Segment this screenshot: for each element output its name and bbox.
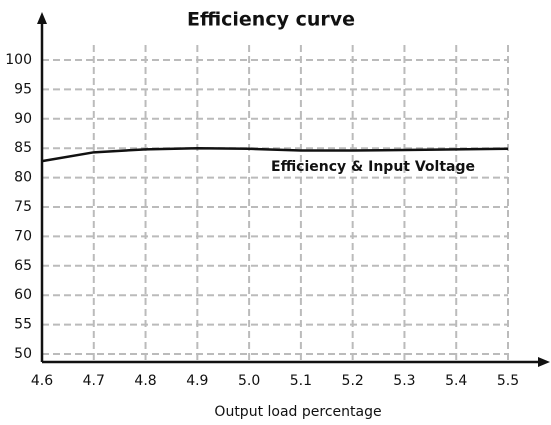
y-tick-label: 75 — [14, 199, 32, 215]
y-tick-label: 85 — [14, 140, 32, 156]
y-axis-arrow — [37, 12, 47, 24]
y-tick-label: 65 — [14, 258, 32, 274]
y-tick-label: 50 — [14, 346, 32, 362]
y-tick-label: 55 — [14, 317, 32, 333]
y-tick-label: 100 — [5, 52, 32, 68]
x-tick-label: 5.3 — [393, 373, 415, 389]
x-tick-label: 5.1 — [290, 373, 312, 389]
x-tick-label: 5.4 — [445, 373, 467, 389]
x-tick-label: 5.2 — [342, 373, 364, 389]
grid — [41, 45, 509, 362]
y-tick-label: 60 — [14, 287, 32, 303]
x-tick-label: 4.7 — [83, 373, 105, 389]
x-axis-label: Output load percentage — [214, 404, 381, 420]
chart-title: Efficiency curve — [187, 9, 355, 31]
y-tick-label: 95 — [14, 81, 32, 97]
x-tick-label: 5.5 — [497, 373, 519, 389]
y-tick-label: 80 — [14, 170, 32, 186]
x-tick-label: 4.9 — [186, 373, 208, 389]
annotation: Efficiency & Input Voltage — [271, 159, 475, 175]
x-tick-label: 5.0 — [238, 373, 260, 389]
y-tick-label: 90 — [14, 111, 32, 127]
x-tick-label: 4.6 — [31, 373, 53, 389]
x-axis-arrow — [538, 357, 550, 367]
x-tick-label: 4.8 — [134, 373, 156, 389]
y-tick-label: 70 — [14, 228, 32, 244]
line — [41, 146, 509, 163]
